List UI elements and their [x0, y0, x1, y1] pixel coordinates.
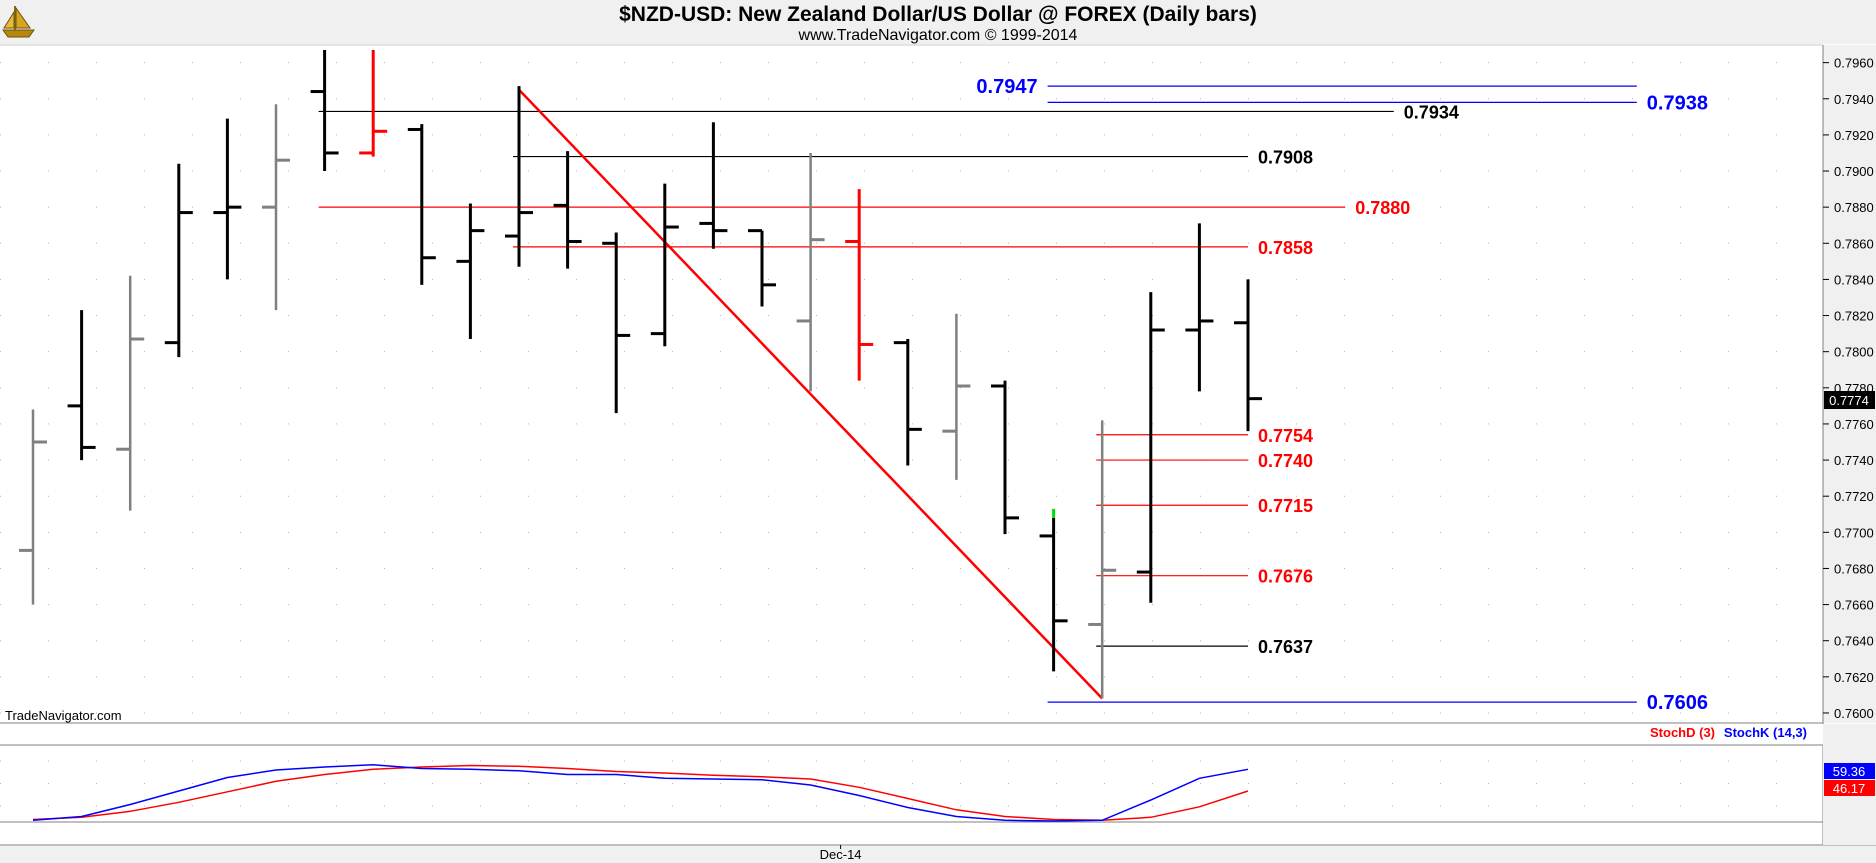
level-label: 0.7754	[1258, 426, 1313, 446]
stoch-k-line	[32, 764, 1249, 822]
y-tick-label: 0.7660	[1834, 598, 1874, 613]
y-tick-label: 0.7880	[1834, 200, 1874, 215]
level-label: 0.7938	[1647, 92, 1708, 114]
y-tick-label: 0.7680	[1834, 561, 1874, 576]
price-bars	[19, 50, 1262, 699]
level-label: 0.7858	[1258, 238, 1313, 258]
level-label: 0.7676	[1258, 567, 1313, 587]
last-price-badge	[1824, 391, 1875, 409]
stoch-d-value-badge	[1824, 780, 1875, 796]
level-label: 0.7715	[1258, 496, 1313, 516]
y-tick-label: 0.7960	[1834, 56, 1874, 71]
y-tick-label: 0.7640	[1834, 634, 1874, 649]
trendline	[518, 88, 1104, 700]
y-tick-label: 0.7700	[1834, 525, 1874, 540]
y-tick-label: 0.7720	[1834, 489, 1874, 504]
y-tick-label: 0.7940	[1834, 92, 1874, 107]
last-price-label: 0.7774	[1829, 393, 1869, 408]
sailing-ship-logo-icon	[2, 6, 35, 38]
trendline-group	[518, 88, 1104, 700]
price-axis: 0.7960 0.7940 0.7920 0.7900 0.7880 0.7860 0.78…	[1822, 45, 1876, 845]
price-panel: 0.7947 0.7938 0.7934 0.7908 0.7880 0.7858 0.77…	[0, 44, 1823, 724]
stoch-d-legend: StochD (3)	[1650, 725, 1715, 740]
level-label: 0.7934	[1404, 102, 1459, 122]
y-tick-label: 0.7820	[1834, 309, 1874, 324]
y-tick-label: 0.7760	[1834, 417, 1874, 432]
y-tick-label: 0.7840	[1834, 272, 1874, 287]
chart-subtitle: www.TradeNavigator.com © 1999-2014	[798, 27, 1078, 44]
y-tick-label: 0.7900	[1834, 164, 1874, 179]
stochastic-panel: StochD (3) StochK (14,3) 59.36 46.17	[0, 724, 1876, 846]
level-label: 0.7880	[1355, 198, 1410, 218]
header-bar	[0, 0, 1876, 44]
level-label: 0.7606	[1647, 692, 1708, 714]
y-tick-label: 0.7860	[1834, 236, 1874, 251]
y-tick-label: 0.7800	[1834, 345, 1874, 360]
chart-title: $NZD-USD: New Zealand Dollar/US Dollar @…	[619, 3, 1257, 26]
price-axis-ticks: 0.7960 0.7940 0.7920 0.7900 0.7880 0.7860 0.78…	[1823, 56, 1874, 721]
level-label: 0.7908	[1258, 148, 1313, 168]
y-tick-label: 0.7620	[1834, 670, 1874, 685]
level-label: 0.7740	[1258, 451, 1313, 471]
watermark: TradeNavigator.com	[5, 708, 122, 723]
stoch-d-line	[32, 764, 1249, 822]
level-label: 0.7637	[1258, 637, 1313, 657]
level-label: 0.7947	[976, 76, 1037, 98]
x-tick-label: Dec-14	[820, 847, 862, 862]
stoch-k-value: 59.36	[1833, 764, 1866, 779]
y-tick-label: 0.7600	[1834, 706, 1874, 721]
stoch-k-legend: StochK (14,3)	[1724, 725, 1807, 740]
stoch-k-value-badge	[1824, 763, 1875, 779]
price-levels: 0.7947 0.7938 0.7934 0.7908 0.7880 0.7858 0.77…	[318, 76, 1708, 714]
stoch-d-value: 46.17	[1833, 781, 1866, 796]
indicator-lines	[32, 764, 1249, 822]
y-tick-label: 0.7920	[1834, 128, 1874, 143]
y-tick-label: 0.7740	[1834, 453, 1874, 468]
price-grid	[0, 62, 1823, 714]
time-axis: Dec-14	[0, 845, 1876, 863]
